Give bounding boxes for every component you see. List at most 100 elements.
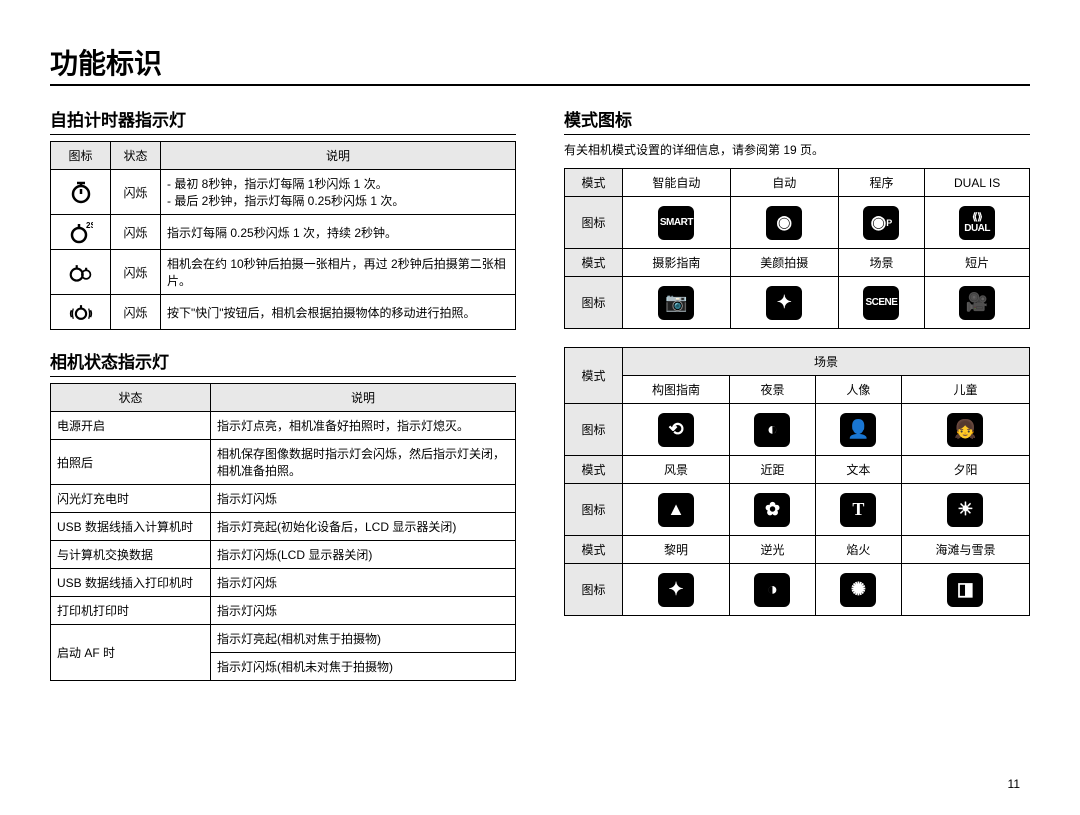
mode-icon-firework: ✺ <box>815 564 901 616</box>
mode-name: 逆光 <box>730 536 816 564</box>
row-label-mode: 模式 <box>565 348 623 404</box>
mode-icon-auto: ◉ <box>730 197 838 249</box>
mode-name: 夜景 <box>730 376 816 404</box>
mode-name: 美颜拍摄 <box>730 249 838 277</box>
row-label-icon: 图标 <box>565 484 623 536</box>
row-label-icon: 图标 <box>565 277 623 329</box>
timer-icon <box>51 170 111 215</box>
state: 与计算机交换数据 <box>51 541 211 569</box>
mode-icon-portrait: 👤 <box>815 404 901 456</box>
state: 闪烁 <box>111 250 161 295</box>
section-selftimer-title: 自拍计时器指示灯 <box>50 106 516 135</box>
mode-name: 儿童 <box>901 376 1029 404</box>
state: 打印机打印时 <box>51 597 211 625</box>
th-desc: 说明 <box>211 384 516 412</box>
th-state: 状态 <box>111 142 161 170</box>
mode-icon-text: T <box>815 484 901 536</box>
mode-icon-dualis: ⟪⟫DUAL <box>925 197 1030 249</box>
mode-icon-sunset: ☀ <box>901 484 1029 536</box>
mode-table-2: 模式 场景 构图指南 夜景 人像 儿童 图标 ⟲ ◐ 👤 👧 模式 风景 近距 … <box>564 347 1030 616</box>
mode-name: 程序 <box>838 169 925 197</box>
desc: 指示灯每隔 0.25秒闪烁 1 次，持续 2秒钟。 <box>161 215 516 250</box>
desc: 指示灯亮起(初始化设备后，LCD 显示器关闭) <box>211 513 516 541</box>
mode-icon-scene: SCENE <box>838 277 925 329</box>
table-row: 闪烁 - 最初 8秒钟，指示灯每隔 1秒闪烁 1 次。 - 最后 2秒钟，指示灯… <box>51 170 516 215</box>
state: 启动 AF 时 <box>51 625 211 681</box>
desc: 按下"快门"按钮后，相机会根据拍摄物体的移动进行拍照。 <box>161 295 516 330</box>
desc: 指示灯亮起(相机对焦于拍摄物) <box>211 625 516 653</box>
desc: 指示灯点亮，相机准备好拍照时，指示灯熄灭。 <box>211 412 516 440</box>
th-icon: 图标 <box>51 142 111 170</box>
mode-name: 焰火 <box>815 536 901 564</box>
svg-text:2S: 2S <box>86 221 93 230</box>
desc: 指示灯闪烁 <box>211 485 516 513</box>
desc: 指示灯闪烁(相机未对焦于拍摄物) <box>211 653 516 681</box>
table-row: 2S 闪烁 指示灯每隔 0.25秒闪烁 1 次，持续 2秒钟。 <box>51 215 516 250</box>
mode-name: 智能自动 <box>623 169 731 197</box>
mode-name: 海滩与雪景 <box>901 536 1029 564</box>
page-number: 11 <box>1008 777 1020 791</box>
mode-name: 近距 <box>730 456 816 484</box>
timer-state: 闪烁 <box>111 170 161 215</box>
mode-name: 构图指南 <box>623 376 730 404</box>
mode-table-1: 模式 智能自动 自动 程序 DUAL IS 图标 SMART ◉ ◉P ⟪⟫DU… <box>564 168 1030 329</box>
scene-header: 场景 <box>623 348 1030 376</box>
mode-icon-beauty: ✦ <box>730 277 838 329</box>
mode-name: 短片 <box>925 249 1030 277</box>
table-row: 闪光灯充电时指示灯闪烁 <box>51 485 516 513</box>
mode-name: 场景 <box>838 249 925 277</box>
content-columns: 自拍计时器指示灯 图标 状态 说明 闪烁 - 最初 8秒钟，指示灯每隔 1秒闪烁… <box>50 106 1030 699</box>
desc: 指示灯闪烁 <box>211 569 516 597</box>
left-column: 自拍计时器指示灯 图标 状态 说明 闪烁 - 最初 8秒钟，指示灯每隔 1秒闪烁… <box>50 106 516 699</box>
row-label-mode: 模式 <box>565 249 623 277</box>
status-table: 状态 说明 电源开启指示灯点亮，相机准备好拍照时，指示灯熄灭。 拍照后相机保存图… <box>50 383 516 681</box>
desc: 相机会在约 10秒钟后拍摄一张相片，再过 2秒钟后拍摄第二张相片。 <box>161 250 516 295</box>
timer-double-icon <box>51 250 111 295</box>
timer-desc: - 最初 8秒钟，指示灯每隔 1秒闪烁 1 次。 - 最后 2秒钟，指示灯每隔 … <box>161 170 516 215</box>
desc: 指示灯闪烁 <box>211 597 516 625</box>
table-row: 拍照后相机保存图像数据时指示灯会闪烁，然后指示灯关闭，相机准备拍照。 <box>51 440 516 485</box>
table-row: 启动 AF 时指示灯亮起(相机对焦于拍摄物) <box>51 625 516 653</box>
mode-name: 人像 <box>815 376 901 404</box>
mode-icon-night: ◐ <box>730 404 816 456</box>
desc: 相机保存图像数据时指示灯会闪烁，然后指示灯关闭，相机准备拍照。 <box>211 440 516 485</box>
table-row: 电源开启指示灯点亮，相机准备好拍照时，指示灯熄灭。 <box>51 412 516 440</box>
table-row: 闪烁 按下"快门"按钮后，相机会根据拍摄物体的移动进行拍照。 <box>51 295 516 330</box>
state: 闪烁 <box>111 295 161 330</box>
th-state: 状态 <box>51 384 211 412</box>
mode-icon-backlight: ◑ <box>730 564 816 616</box>
row-label-mode: 模式 <box>565 456 623 484</box>
row-label-mode: 模式 <box>565 536 623 564</box>
state: 电源开启 <box>51 412 211 440</box>
mode-name: 摄影指南 <box>623 249 731 277</box>
mode-name: 黎明 <box>623 536 730 564</box>
mode-icon-children: 👧 <box>901 404 1029 456</box>
state: 闪烁 <box>111 215 161 250</box>
mode-icon-movie: 🎥 <box>925 277 1030 329</box>
mode-note: 有关相机模式设置的详细信息，请参阅第 19 页。 <box>564 141 1030 158</box>
mode-icon-landscape: ▲ <box>623 484 730 536</box>
mode-name: 夕阳 <box>901 456 1029 484</box>
table-row: USB 数据线插入打印机时指示灯闪烁 <box>51 569 516 597</box>
table-row: USB 数据线插入计算机时指示灯亮起(初始化设备后，LCD 显示器关闭) <box>51 513 516 541</box>
mode-name: DUAL IS <box>925 169 1030 197</box>
timer-2s-icon: 2S <box>51 215 111 250</box>
row-label-icon: 图标 <box>565 197 623 249</box>
timer-motion-icon <box>51 295 111 330</box>
page-title: 功能标识 <box>50 42 1030 86</box>
state: 闪光灯充电时 <box>51 485 211 513</box>
table-row: 闪烁 相机会在约 10秒钟后拍摄一张相片，再过 2秒钟后拍摄第二张相片。 <box>51 250 516 295</box>
mode-icon-smart: SMART <box>623 197 731 249</box>
mode-icon-guide: 📷 <box>623 277 731 329</box>
state: USB 数据线插入打印机时 <box>51 569 211 597</box>
section-modeicons-title: 模式图标 <box>564 106 1030 135</box>
state: 拍照后 <box>51 440 211 485</box>
mode-icon-program: ◉P <box>838 197 925 249</box>
desc: 指示灯闪烁(LCD 显示器关闭) <box>211 541 516 569</box>
mode-name: 文本 <box>815 456 901 484</box>
row-label-icon: 图标 <box>565 564 623 616</box>
right-column: 模式图标 有关相机模式设置的详细信息，请参阅第 19 页。 模式 智能自动 自动… <box>564 106 1030 699</box>
table-row: 与计算机交换数据指示灯闪烁(LCD 显示器关闭) <box>51 541 516 569</box>
mode-icon-closeup: ✿ <box>730 484 816 536</box>
section-status-title: 相机状态指示灯 <box>50 348 516 377</box>
